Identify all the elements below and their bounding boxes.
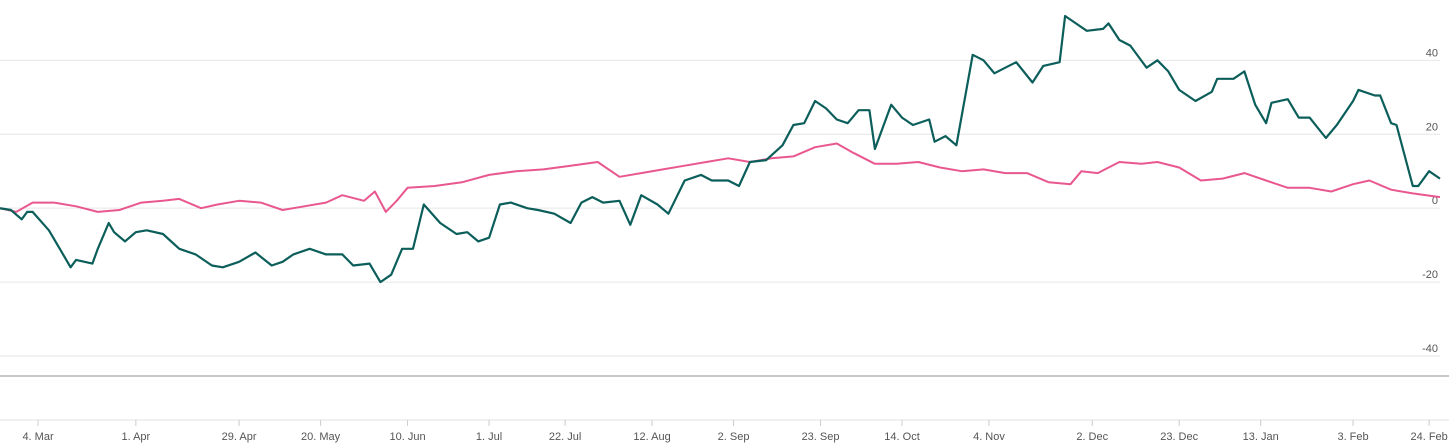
y-tick-label: -20 [1422,269,1438,281]
x-tick-label: 23. Dec [1160,431,1198,443]
x-tick-label: 3. Feb [1337,431,1368,443]
series-line [0,14,1441,284]
x-tick-label: 24. Feb [1410,431,1447,443]
y-tick-label: 0 [1432,195,1438,207]
y-tick-label: 20 [1426,121,1438,133]
x-tick-label: 10. Jun [390,431,426,443]
x-tick-label: 1. Apr [121,431,150,443]
x-tick-label: 4. Nov [973,431,1005,443]
x-tick-label: 1. Jul [476,431,502,443]
x-tick-label: 23. Sep [802,431,840,443]
y-tick-label: 40 [1426,47,1438,59]
x-tick-label: 12. Aug [633,431,670,443]
x-tick-label: 29. Apr [222,431,257,443]
x-tick-label: 4. Mar [22,431,54,443]
series-line [0,142,1441,213]
x-tick-label: 2. Sep [718,431,750,443]
x-tick-label: 13. Jan [1243,431,1279,443]
x-tick-label: 22. Jul [549,431,581,443]
x-tick-label: 14. Oct [884,431,919,443]
y-tick-label: -40 [1422,343,1438,355]
x-tick-label: 2. Dec [1076,431,1108,443]
x-tick-label: 20. May [301,431,341,443]
